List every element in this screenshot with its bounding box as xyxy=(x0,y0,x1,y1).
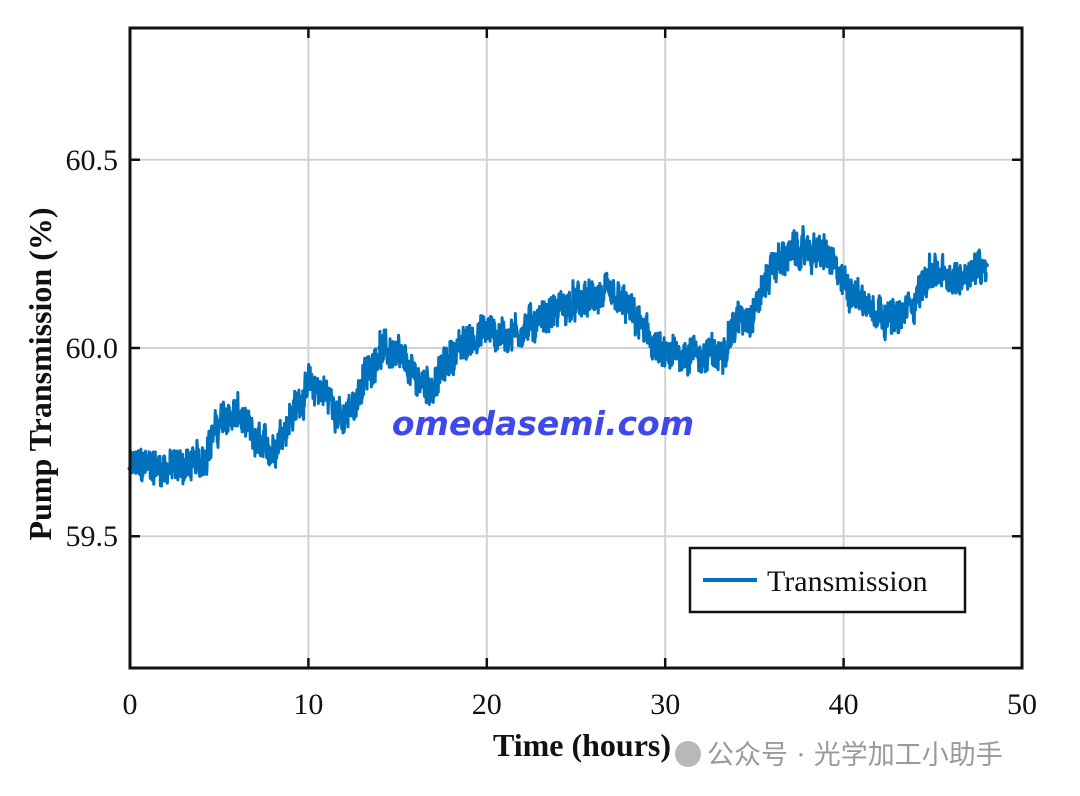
data-point xyxy=(751,307,757,313)
data-point xyxy=(698,353,704,359)
x-tick-label: 50 xyxy=(1007,688,1037,721)
data-point xyxy=(769,262,775,268)
data-point xyxy=(145,462,151,468)
data-point xyxy=(823,251,829,257)
data-point xyxy=(323,390,329,396)
x-axis-title: Time (hours) xyxy=(493,727,671,763)
x-tick-label: 10 xyxy=(293,688,323,721)
data-point xyxy=(555,307,561,313)
y-tick-label: 59.5 xyxy=(66,520,119,553)
data-point xyxy=(876,307,882,313)
data-point xyxy=(216,420,222,426)
data-point xyxy=(948,281,954,287)
data-point xyxy=(430,383,436,389)
data-point xyxy=(912,296,918,302)
data-point xyxy=(412,375,418,381)
ticks xyxy=(128,28,1024,668)
y-tick-label: 60.5 xyxy=(66,144,119,177)
data-point xyxy=(466,337,472,343)
grid xyxy=(130,28,1022,668)
y-axis-title: Pump Transmission (%) xyxy=(22,207,58,540)
data-point xyxy=(841,281,847,287)
data-point xyxy=(234,409,240,415)
data-point xyxy=(163,465,169,471)
data-point xyxy=(787,251,793,257)
legend-label: Transmission xyxy=(767,565,928,598)
wechat-icon xyxy=(675,741,701,767)
data-point xyxy=(734,319,740,325)
data-point xyxy=(805,247,811,253)
data-point xyxy=(198,458,204,464)
data-point xyxy=(609,292,615,298)
data-point xyxy=(181,462,187,468)
data-point xyxy=(305,383,311,389)
data-point xyxy=(341,420,347,426)
data-point xyxy=(377,345,383,351)
data-point xyxy=(252,439,258,445)
data-point xyxy=(680,349,686,355)
data-point xyxy=(983,262,989,268)
data-point xyxy=(965,266,971,272)
x-tick-label: 30 xyxy=(650,688,680,721)
y-tick-label: 60.0 xyxy=(66,332,119,365)
data-point xyxy=(930,266,936,272)
data-point xyxy=(573,300,579,306)
tick-labels: 0 10 20 30 40 50 59.5 60.0 60.5 xyxy=(66,144,1038,721)
data-point xyxy=(716,353,722,359)
legend: Transmission xyxy=(688,546,967,614)
watermark-text: omedasemi.com xyxy=(392,404,694,443)
x-tick-label: 0 xyxy=(123,688,138,721)
x-tick-label: 40 xyxy=(829,688,859,721)
data-point xyxy=(591,296,597,302)
credit: 公众号 · 光学加工小助手 xyxy=(675,740,1003,771)
data-point xyxy=(502,334,508,340)
series-layer xyxy=(127,224,989,488)
data-point xyxy=(627,307,633,313)
x-tick-label: 20 xyxy=(472,688,502,721)
credit-text: 公众号 · 光学加工小助手 xyxy=(707,740,1003,771)
data-point xyxy=(537,315,543,321)
data-point xyxy=(448,353,454,359)
data-point xyxy=(270,447,276,453)
data-point xyxy=(519,326,525,332)
data-point xyxy=(288,413,294,419)
legend-box xyxy=(688,546,967,614)
data-point xyxy=(484,326,490,332)
data-point xyxy=(894,319,900,325)
data-point xyxy=(662,356,668,362)
data-point xyxy=(858,296,864,302)
data-point xyxy=(395,353,401,359)
data-point xyxy=(359,383,365,389)
data-point xyxy=(644,334,650,340)
